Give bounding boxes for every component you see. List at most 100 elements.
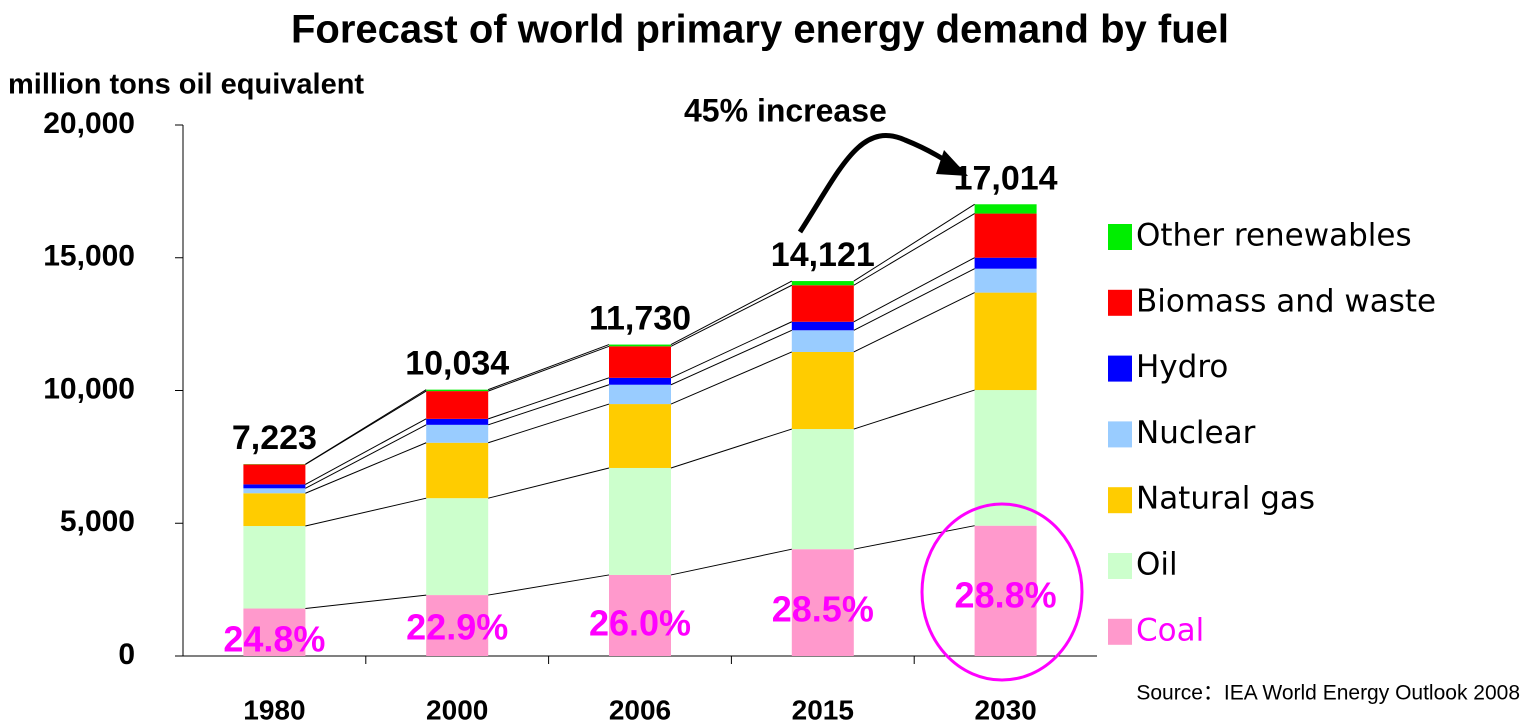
- legend-label: Nuclear: [1136, 415, 1256, 451]
- connector: [853, 203, 975, 282]
- legend-swatch: [1108, 487, 1132, 514]
- bar-segment: [974, 204, 1037, 214]
- bar-segment: [609, 344, 671, 347]
- annotation-arrow: [797, 133, 962, 234]
- connector: [305, 418, 427, 485]
- legend-swatch: [1108, 355, 1132, 382]
- coal-share-label: 22.9%: [406, 607, 508, 648]
- connector: [305, 442, 427, 494]
- connector: [670, 280, 793, 346]
- legend-label: Coal: [1136, 612, 1204, 648]
- bar-segment: [791, 321, 854, 331]
- legend-swatch: [1108, 553, 1132, 579]
- bar-segment: [791, 330, 854, 352]
- connector: [488, 467, 610, 499]
- legend-swatch: [1108, 421, 1132, 448]
- bar-segment: [609, 377, 671, 385]
- connector: [853, 292, 975, 353]
- bar-segment: [974, 257, 1037, 269]
- x-tick-label: 1980: [243, 694, 305, 725]
- bar-segment: [791, 549, 854, 656]
- bar-segment: [426, 442, 489, 499]
- connector: [670, 329, 793, 386]
- connector: [488, 384, 610, 426]
- bar-segment: [791, 285, 854, 322]
- legend-label: Hydro: [1136, 349, 1228, 385]
- bar-segment: [609, 404, 671, 468]
- bar-segment: [426, 418, 489, 425]
- connector: [305, 594, 427, 610]
- connector: [305, 424, 427, 489]
- bar-segment: [791, 429, 854, 550]
- connector: [670, 428, 792, 469]
- connector: [488, 574, 610, 596]
- bar-segment: [609, 384, 671, 405]
- x-tick-label: 2015: [792, 694, 854, 725]
- bar-segment: [791, 281, 854, 286]
- total-label: 11,730: [589, 300, 691, 338]
- y-tick-label: 15,000: [43, 240, 135, 273]
- legend-label: Natural gas: [1136, 481, 1315, 517]
- connector: [488, 344, 610, 391]
- bar-segment: [426, 595, 489, 656]
- coal-share-label: 24.8%: [223, 619, 325, 660]
- chart-title: Forecast of world primary energy demand …: [291, 8, 1229, 52]
- total-label: 14,121: [771, 236, 875, 274]
- connector: [853, 525, 975, 550]
- coal-share-label: 28.8%: [955, 575, 1057, 616]
- coal-share-label: 28.5%: [772, 589, 874, 630]
- legend-swatch: [1108, 224, 1132, 250]
- connector: [305, 497, 427, 527]
- bar-segment: [243, 608, 306, 656]
- bar-segment: [243, 488, 306, 494]
- y-axis-label: million tons oil equivalent: [8, 69, 364, 101]
- y-tick-label: 10,000: [43, 372, 135, 405]
- annotation: 45% increase: [684, 92, 887, 128]
- total-label: 10,034: [405, 345, 509, 383]
- bar-segment: [243, 484, 306, 489]
- x-tick-label: 2030: [974, 694, 1036, 725]
- connector: [853, 213, 975, 286]
- connector: [670, 321, 793, 379]
- legend-swatch: [1108, 618, 1132, 645]
- legend-label: Other renewables: [1136, 218, 1412, 254]
- connector: [670, 351, 792, 405]
- connector: [853, 389, 975, 430]
- source: Source：IEA World Energy Outlook 2008: [1136, 682, 1520, 705]
- bar-segment: [974, 292, 1037, 391]
- bar-segment: [426, 498, 489, 596]
- total-label: 7,223: [232, 419, 317, 457]
- legend-swatch: [1108, 289, 1132, 316]
- bar-segment: [426, 424, 489, 443]
- x-tick-label: 2006: [609, 694, 671, 725]
- bar-segment: [426, 389, 489, 392]
- connector: [488, 345, 610, 392]
- connector: [853, 257, 975, 323]
- bar-segment: [609, 574, 671, 656]
- x-tick-label: 2000: [426, 694, 488, 725]
- bar-segment: [243, 464, 306, 485]
- bar-segment: [974, 525, 1037, 656]
- connector: [853, 268, 975, 331]
- connector: [488, 403, 610, 444]
- connector: [670, 548, 792, 576]
- bar-segment: [791, 351, 854, 430]
- legend-label: Biomass and waste: [1136, 283, 1436, 319]
- bar-segment: [974, 268, 1037, 293]
- bar-segment: [974, 213, 1037, 258]
- y-tick-label: 20,000: [43, 107, 135, 140]
- connector: [305, 389, 427, 465]
- bar-segment: [609, 467, 671, 575]
- legend-label: Oil: [1136, 547, 1178, 583]
- connector: [488, 377, 610, 420]
- coal-share-label: 26.0%: [589, 603, 691, 644]
- connector: [670, 284, 793, 347]
- y-tick-label: 0: [118, 638, 135, 671]
- bar-segment: [426, 391, 489, 419]
- arrow-head: [936, 150, 968, 176]
- total-label: 17,014: [954, 159, 1058, 197]
- bar-segment: [243, 526, 306, 609]
- bar-segment: [243, 493, 306, 527]
- y-tick-label: 5,000: [60, 505, 135, 538]
